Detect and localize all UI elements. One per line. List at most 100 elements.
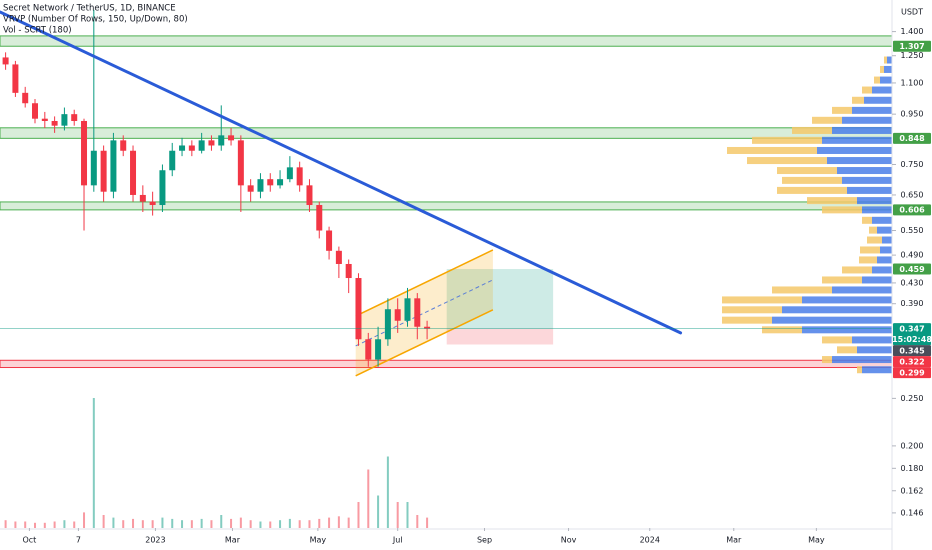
profile-down bbox=[812, 116, 842, 124]
volume-bar bbox=[122, 520, 125, 528]
profile-up bbox=[862, 366, 892, 374]
candle-body bbox=[306, 185, 313, 206]
volume-bar bbox=[406, 502, 409, 528]
profile-down bbox=[792, 126, 832, 134]
volume-bar bbox=[377, 495, 380, 528]
profile-up bbox=[862, 206, 892, 214]
volume-bar bbox=[34, 522, 37, 528]
zone bbox=[0, 35, 893, 47]
volume-bar bbox=[190, 520, 193, 528]
candle-body bbox=[120, 140, 127, 151]
volume-bar bbox=[4, 520, 7, 528]
volume-bar bbox=[83, 512, 86, 528]
position-target bbox=[446, 269, 554, 329]
volume-bar bbox=[357, 502, 360, 528]
x-tick-label: 2024 bbox=[640, 536, 660, 545]
y-tick-label: 0.650 bbox=[901, 190, 924, 199]
volume-bar bbox=[112, 517, 115, 528]
profile-down bbox=[752, 136, 822, 144]
volume-bar bbox=[298, 520, 301, 528]
candle-body bbox=[198, 140, 205, 151]
price-badge-label: 0.606 bbox=[899, 206, 925, 215]
profile-down bbox=[880, 65, 884, 73]
volume-bar bbox=[200, 518, 203, 528]
profile-down bbox=[762, 326, 802, 334]
profile-up bbox=[842, 116, 892, 124]
profile-up bbox=[827, 157, 892, 165]
candle-body bbox=[267, 179, 274, 186]
x-tick-label: 2023 bbox=[145, 536, 165, 545]
y-tick-label: 0.390 bbox=[901, 299, 924, 308]
candle-body bbox=[12, 64, 19, 93]
volume-bar bbox=[53, 521, 56, 528]
x-tick-label: Oct bbox=[22, 536, 36, 545]
profile-up bbox=[857, 346, 892, 354]
candle-body bbox=[22, 92, 29, 104]
profile-down bbox=[722, 306, 782, 314]
price-badge bbox=[893, 204, 931, 216]
price-badge bbox=[893, 345, 931, 357]
volume-bar bbox=[337, 516, 340, 528]
candle-body bbox=[296, 167, 303, 186]
profile-down bbox=[822, 276, 862, 284]
volume-bar bbox=[396, 502, 399, 528]
candle-body bbox=[110, 140, 117, 192]
price-badge bbox=[893, 356, 931, 368]
profile-up bbox=[872, 216, 892, 224]
volume-bar bbox=[181, 520, 184, 528]
candle-body bbox=[414, 298, 421, 327]
profile-down bbox=[722, 316, 772, 324]
profile-up bbox=[852, 106, 892, 114]
volume-bar bbox=[210, 520, 213, 528]
candle-body bbox=[237, 140, 244, 186]
profile-down bbox=[822, 206, 862, 214]
x-tick-label: Mar bbox=[726, 536, 742, 545]
price-badge-label: 0.459 bbox=[899, 265, 925, 274]
profile-down bbox=[772, 286, 832, 294]
profile-up bbox=[832, 126, 892, 134]
profile-down bbox=[859, 256, 877, 264]
volume-bar bbox=[141, 520, 144, 528]
profile-down bbox=[807, 197, 857, 205]
candle-body bbox=[71, 114, 78, 121]
candle-body bbox=[159, 170, 166, 206]
profile-up bbox=[880, 76, 892, 84]
profile-up bbox=[832, 286, 892, 294]
y-tick-label: 0.550 bbox=[901, 226, 924, 235]
y-tick-label: 0.250 bbox=[901, 394, 924, 403]
indicator-label: VRVP (Number Of Rows, 150, Up/Down, 80) bbox=[3, 15, 188, 25]
candle-body bbox=[286, 167, 293, 180]
profile-down bbox=[832, 106, 852, 114]
y-tick-label: 0.200 bbox=[901, 441, 924, 450]
zone bbox=[0, 127, 893, 139]
candle-body bbox=[335, 250, 342, 264]
price-badge-label: 1.307 bbox=[899, 42, 924, 51]
volume-bar bbox=[308, 520, 311, 528]
volume-bar bbox=[269, 521, 272, 528]
profile-down bbox=[862, 86, 872, 94]
price-badge-label: 0.345 bbox=[899, 346, 925, 355]
candle-body bbox=[384, 309, 391, 340]
profile-up bbox=[852, 336, 892, 344]
candle-body bbox=[228, 135, 235, 141]
profile-down bbox=[884, 56, 887, 64]
profile-up bbox=[842, 176, 892, 184]
candle-body bbox=[355, 278, 362, 340]
volume-bar bbox=[151, 520, 154, 528]
price-countdown: 15:02:48 bbox=[892, 335, 932, 344]
volume-bar bbox=[171, 518, 174, 528]
volume-bar bbox=[279, 520, 282, 528]
profile-up bbox=[877, 256, 892, 264]
y-tick-label: 0.490 bbox=[901, 251, 924, 260]
candle-body bbox=[247, 185, 254, 192]
profile-up bbox=[857, 197, 892, 205]
x-tick-label: Sep bbox=[477, 536, 492, 545]
volume-bar bbox=[416, 515, 419, 528]
profile-up bbox=[864, 96, 892, 104]
profile-down bbox=[727, 146, 817, 154]
candle-body bbox=[316, 205, 323, 231]
profile-down bbox=[857, 366, 862, 374]
candle-body bbox=[32, 103, 39, 119]
profile-up bbox=[837, 167, 892, 175]
